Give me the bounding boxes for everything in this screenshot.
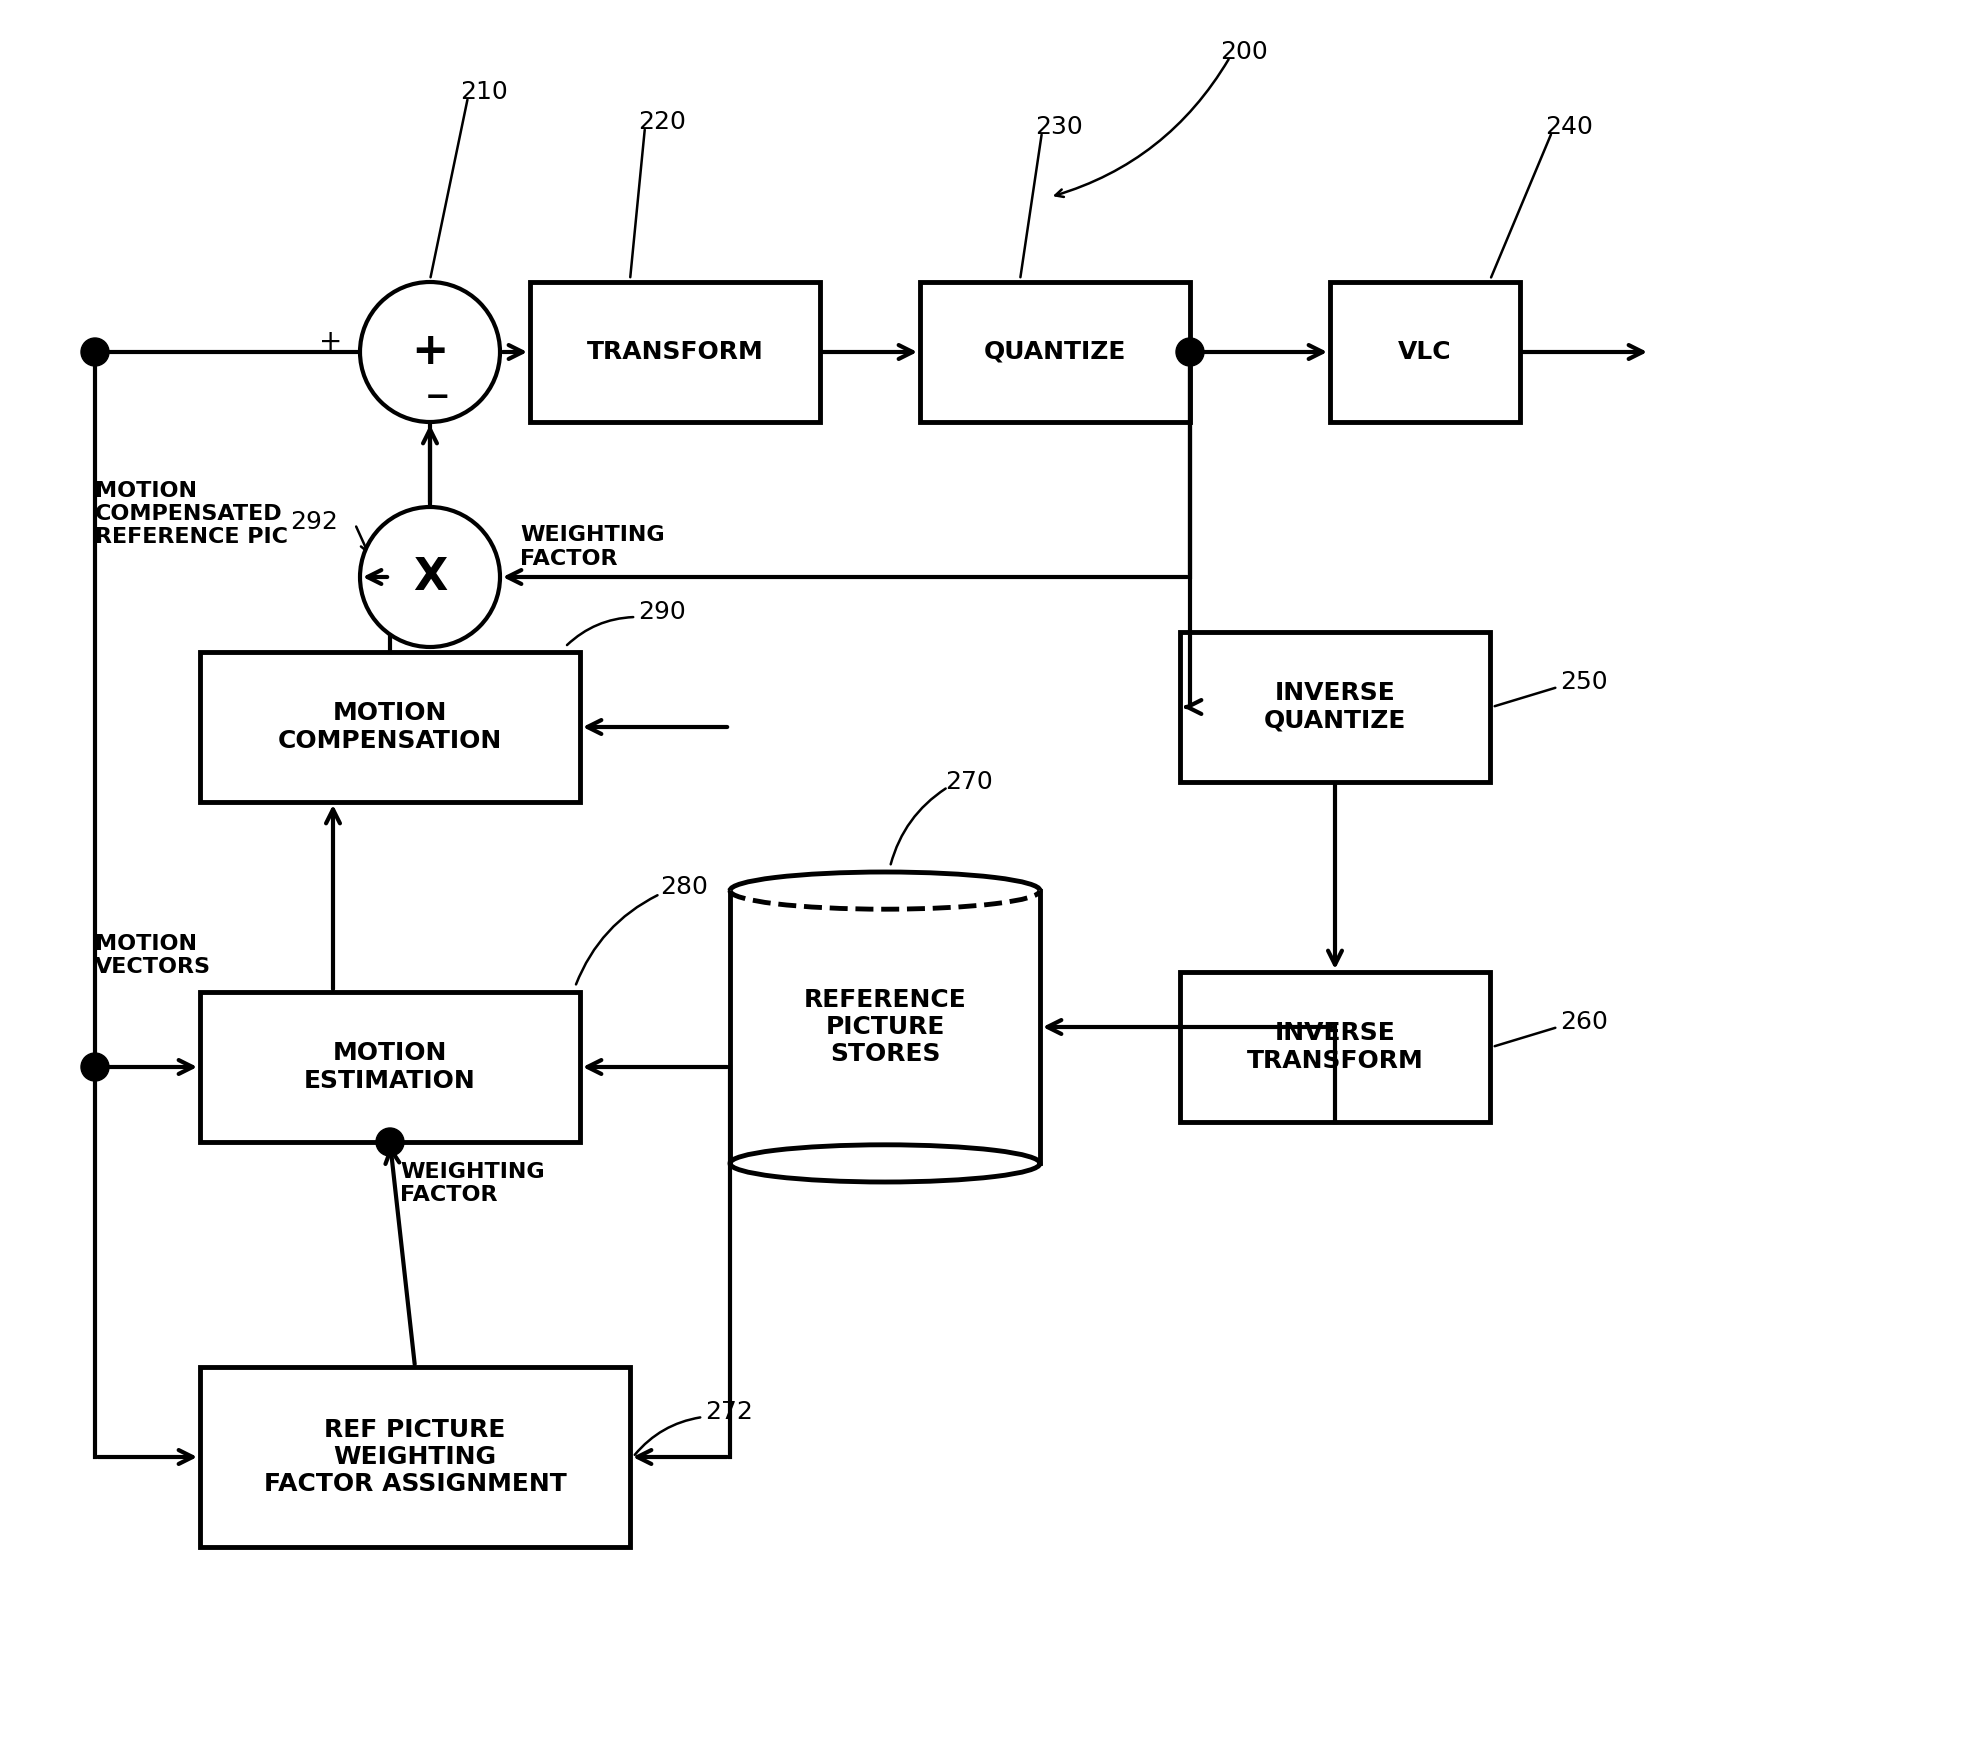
Circle shape — [359, 282, 500, 422]
Text: MOTION
COMPENSATED
REFERENCE PIC: MOTION COMPENSATED REFERENCE PIC — [95, 481, 288, 547]
Text: COMPENSATION: COMPENSATION — [278, 728, 502, 753]
Bar — [731, 890, 1041, 1164]
Text: QUANTIZE: QUANTIZE — [1263, 709, 1406, 732]
Text: 290: 290 — [638, 599, 685, 624]
Bar — [920, 282, 1190, 422]
Text: REFERENCE: REFERENCE — [804, 988, 967, 1012]
Bar — [1180, 972, 1490, 1122]
Circle shape — [81, 338, 109, 366]
Bar — [201, 1367, 630, 1547]
Text: +: + — [411, 331, 449, 373]
Text: WEIGHTING
FACTOR: WEIGHTING FACTOR — [520, 526, 665, 568]
Text: 292: 292 — [290, 510, 338, 535]
Circle shape — [1176, 338, 1204, 366]
Bar — [1331, 282, 1519, 422]
Circle shape — [359, 507, 500, 646]
Text: PICTURE: PICTURE — [826, 1016, 945, 1038]
Text: 230: 230 — [1035, 115, 1082, 139]
Bar — [1180, 632, 1490, 782]
Text: +: + — [318, 327, 342, 355]
Bar — [530, 282, 820, 422]
Circle shape — [375, 1129, 403, 1157]
Text: 280: 280 — [659, 874, 707, 899]
Text: STORES: STORES — [830, 1042, 939, 1066]
Text: −: − — [425, 383, 451, 413]
Text: MOTION: MOTION — [334, 1042, 447, 1066]
Bar — [201, 652, 580, 801]
Text: 272: 272 — [705, 1401, 753, 1423]
Text: 250: 250 — [1559, 671, 1607, 693]
Text: 260: 260 — [1559, 1010, 1609, 1035]
Text: 210: 210 — [461, 80, 508, 105]
Text: REF PICTURE: REF PICTURE — [324, 1418, 506, 1442]
Text: 270: 270 — [945, 770, 993, 794]
Text: MOTION
VECTORS: MOTION VECTORS — [95, 934, 211, 977]
Circle shape — [81, 1052, 109, 1082]
Text: X: X — [413, 556, 447, 599]
Text: QUANTIZE: QUANTIZE — [983, 340, 1126, 364]
Text: INVERSE: INVERSE — [1275, 1021, 1396, 1045]
Text: WEIGHTING: WEIGHTING — [334, 1446, 496, 1469]
Text: TRANSFORM: TRANSFORM — [1247, 1049, 1424, 1073]
Bar — [201, 991, 580, 1143]
Text: 240: 240 — [1545, 115, 1593, 139]
Text: TRANSFORM: TRANSFORM — [586, 340, 763, 364]
Text: MOTION: MOTION — [334, 702, 447, 725]
Text: FACTOR ASSIGNMENT: FACTOR ASSIGNMENT — [264, 1472, 566, 1496]
Ellipse shape — [731, 1144, 1041, 1183]
Text: INVERSE: INVERSE — [1275, 681, 1396, 706]
Ellipse shape — [731, 873, 1041, 909]
Text: 220: 220 — [638, 110, 685, 134]
Text: VLC: VLC — [1398, 340, 1452, 364]
Text: 200: 200 — [1219, 40, 1267, 64]
Text: WEIGHTING
FACTOR: WEIGHTING FACTOR — [399, 1162, 544, 1205]
Text: ESTIMATION: ESTIMATION — [304, 1068, 477, 1092]
